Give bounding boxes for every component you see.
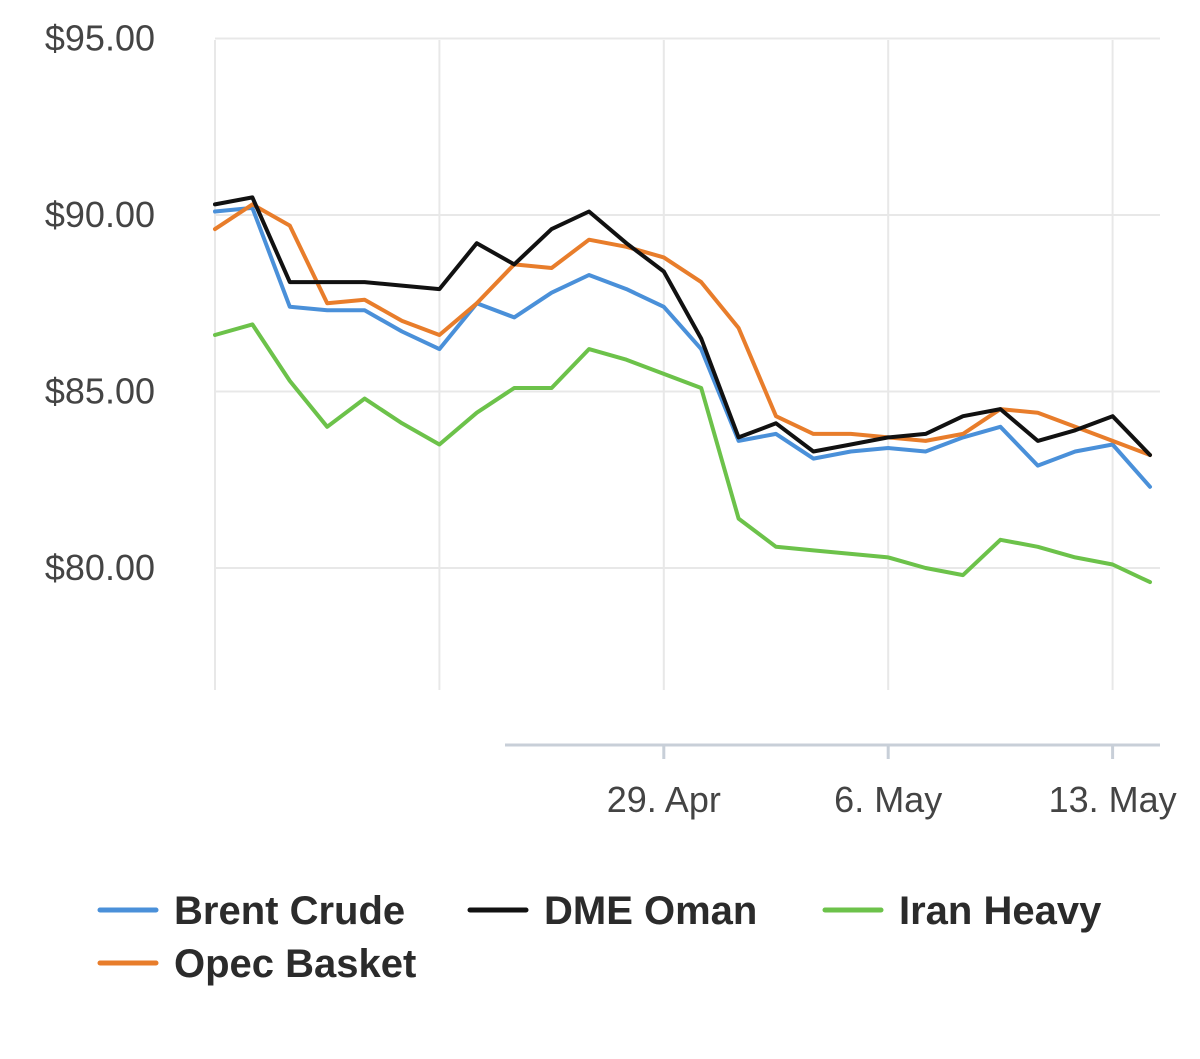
- x-tick-label: 6. May: [834, 779, 942, 820]
- series-layer: [213, 195, 1152, 585]
- legend-label: Opec Basket: [174, 942, 416, 986]
- series-line-dme-oman: [213, 195, 1152, 457]
- legend-label: Brent Crude: [174, 889, 405, 933]
- y-axis: $95.00 $90.00 $85.00 $80.00: [45, 18, 155, 589]
- legend-item-opec-basket[interactable]: Opec Basket: [97, 942, 416, 986]
- legend-item-dme-oman[interactable]: DME Oman: [467, 889, 757, 933]
- legend-item-brent-crude[interactable]: Brent Crude: [97, 889, 405, 933]
- legend-item-iran-heavy[interactable]: Iran Heavy: [822, 889, 1102, 933]
- x-tick-label: 29. Apr: [607, 779, 721, 820]
- legend[interactable]: Brent Crude DME Oman Iran Heavy Opec Basket: [97, 889, 1102, 986]
- x-axis: 29. Apr 6. May 13. May: [505, 743, 1177, 820]
- x-tick-label: 13. May: [1049, 779, 1177, 820]
- grid-layer: [214, 37, 1160, 690]
- legend-label: Iran Heavy: [899, 889, 1102, 933]
- y-tick-label: $80.00: [45, 547, 155, 588]
- y-tick-label: $95.00: [45, 18, 155, 59]
- series-line-brent-crude: [213, 205, 1152, 489]
- y-tick-label: $85.00: [45, 371, 155, 412]
- legend-label: DME Oman: [544, 889, 757, 933]
- y-tick-label: $90.00: [45, 194, 155, 235]
- series-line-opec-basket: [213, 202, 1152, 457]
- series-line-iran-heavy: [213, 322, 1152, 585]
